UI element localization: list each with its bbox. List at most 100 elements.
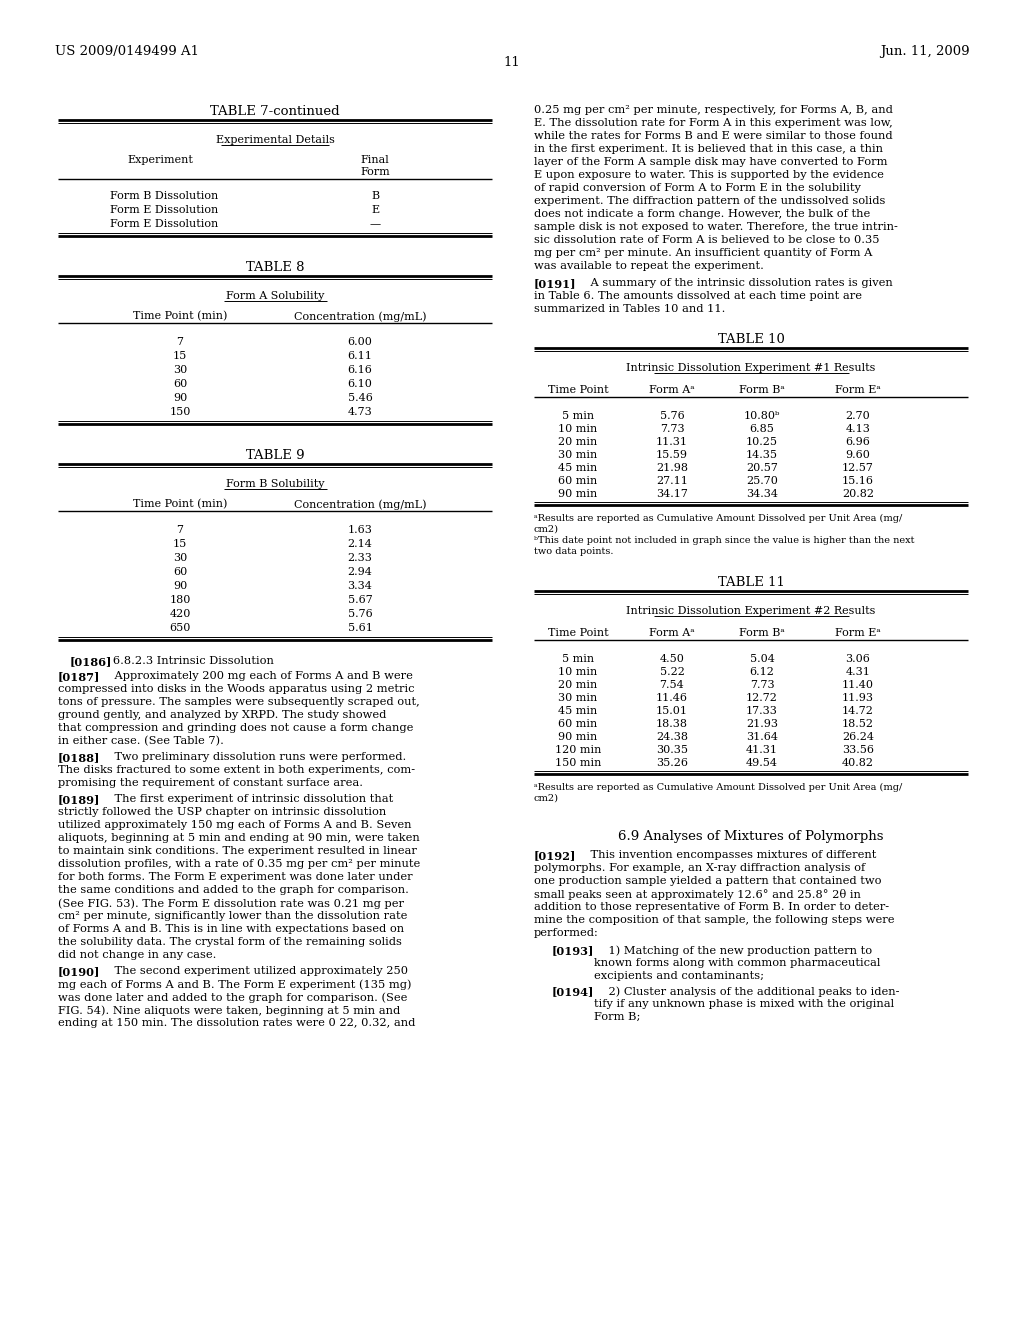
- Text: 5 min: 5 min: [562, 411, 594, 421]
- Text: 2) Cluster analysis of the additional peaks to iden-: 2) Cluster analysis of the additional pe…: [594, 986, 899, 997]
- Text: Form Aᵃ: Form Aᵃ: [649, 385, 695, 395]
- Text: 650: 650: [169, 623, 190, 634]
- Text: sample disk is not exposed to water. Therefore, the true intrin-: sample disk is not exposed to water. The…: [534, 222, 898, 232]
- Text: 5.61: 5.61: [347, 623, 373, 634]
- Text: Form A Solubility: Form A Solubility: [226, 290, 325, 301]
- Text: 420: 420: [169, 609, 190, 619]
- Text: Experimental Details: Experimental Details: [216, 135, 335, 145]
- Text: 6.12: 6.12: [750, 667, 774, 677]
- Text: 21.93: 21.93: [746, 719, 778, 729]
- Text: 60: 60: [173, 379, 187, 389]
- Text: Form Eᵃ: Form Eᵃ: [836, 628, 881, 638]
- Text: 6.8.2.3 Intrinsic Dissolution: 6.8.2.3 Intrinsic Dissolution: [101, 656, 273, 667]
- Text: 60 min: 60 min: [558, 719, 598, 729]
- Text: dissolution profiles, with a rate of 0.35 mg per cm² per minute: dissolution profiles, with a rate of 0.3…: [58, 859, 420, 869]
- Text: [0188]: [0188]: [58, 752, 100, 763]
- Text: does not indicate a form change. However, the bulk of the: does not indicate a form change. However…: [534, 209, 870, 219]
- Text: 30: 30: [173, 366, 187, 375]
- Text: 18.52: 18.52: [842, 719, 874, 729]
- Text: 26.24: 26.24: [842, 733, 874, 742]
- Text: 60: 60: [173, 568, 187, 577]
- Text: 49.54: 49.54: [746, 758, 778, 768]
- Text: 7.73: 7.73: [750, 680, 774, 690]
- Text: Form Aᵃ: Form Aᵃ: [649, 628, 695, 638]
- Text: Time Point: Time Point: [548, 385, 608, 395]
- Text: 150 min: 150 min: [555, 758, 601, 768]
- Text: 45 min: 45 min: [558, 706, 598, 715]
- Text: Form B Dissolution: Form B Dissolution: [110, 191, 218, 201]
- Text: Approximately 200 mg each of Forms A and B were: Approximately 200 mg each of Forms A and…: [100, 671, 413, 681]
- Text: TABLE 11: TABLE 11: [718, 576, 784, 589]
- Text: [0189]: [0189]: [58, 795, 100, 805]
- Text: This invention encompasses mixtures of different: This invention encompasses mixtures of d…: [575, 850, 877, 861]
- Text: E upon exposure to water. This is supported by the evidence: E upon exposure to water. This is suppor…: [534, 170, 884, 180]
- Text: 11.31: 11.31: [656, 437, 688, 447]
- Text: 7.73: 7.73: [659, 424, 684, 434]
- Text: 5.46: 5.46: [347, 393, 373, 403]
- Text: 4.50: 4.50: [659, 653, 684, 664]
- Text: TABLE 10: TABLE 10: [718, 333, 784, 346]
- Text: 11.93: 11.93: [842, 693, 874, 704]
- Text: Form E Dissolution: Form E Dissolution: [110, 219, 218, 228]
- Text: of rapid conversion of Form A to Form E in the solubility: of rapid conversion of Form A to Form E …: [534, 183, 861, 193]
- Text: 17.33: 17.33: [746, 706, 778, 715]
- Text: did not change in any case.: did not change in any case.: [58, 950, 216, 960]
- Text: tify if any unknown phase is mixed with the original: tify if any unknown phase is mixed with …: [594, 999, 894, 1008]
- Text: 12.72: 12.72: [746, 693, 778, 704]
- Text: cm² per minute, significantly lower than the dissolution rate: cm² per minute, significantly lower than…: [58, 911, 408, 921]
- Text: ᵃResults are reported as Cumulative Amount Dissolved per Unit Area (mg/: ᵃResults are reported as Cumulative Amou…: [534, 783, 902, 792]
- Text: Concentration (mg/mL): Concentration (mg/mL): [294, 312, 426, 322]
- Text: 15: 15: [173, 539, 187, 549]
- Text: 33.56: 33.56: [842, 744, 874, 755]
- Text: TABLE 8: TABLE 8: [246, 261, 304, 275]
- Text: mg per cm² per minute. An insufficient quantity of Form A: mg per cm² per minute. An insufficient q…: [534, 248, 872, 257]
- Text: layer of the Form A sample disk may have converted to Form: layer of the Form A sample disk may have…: [534, 157, 888, 168]
- Text: 1) Matching of the new production pattern to: 1) Matching of the new production patter…: [594, 945, 872, 956]
- Text: E. The dissolution rate for Form A in this experiment was low,: E. The dissolution rate for Form A in th…: [534, 117, 893, 128]
- Text: tons of pressure. The samples were subsequently scraped out,: tons of pressure. The samples were subse…: [58, 697, 420, 708]
- Text: 6.11: 6.11: [347, 351, 373, 360]
- Text: Form B Solubility: Form B Solubility: [225, 479, 325, 488]
- Text: cm2): cm2): [534, 525, 559, 535]
- Text: 41.31: 41.31: [746, 744, 778, 755]
- Text: 60 min: 60 min: [558, 477, 598, 486]
- Text: in Table 6. The amounts dissolved at each time point are: in Table 6. The amounts dissolved at eac…: [534, 290, 862, 301]
- Text: 21.98: 21.98: [656, 463, 688, 473]
- Text: ᵇThis date point not included in graph since the value is higher than the next: ᵇThis date point not included in graph s…: [534, 536, 914, 545]
- Text: 15.01: 15.01: [656, 706, 688, 715]
- Text: that compression and grinding does not cause a form change: that compression and grinding does not c…: [58, 723, 414, 733]
- Text: 35.26: 35.26: [656, 758, 688, 768]
- Text: while the rates for Forms B and E were similar to those found: while the rates for Forms B and E were s…: [534, 131, 893, 141]
- Text: The disks fractured to some extent in both experiments, com-: The disks fractured to some extent in bo…: [58, 766, 415, 775]
- Text: 6.9 Analyses of Mixtures of Polymorphs: 6.9 Analyses of Mixtures of Polymorphs: [618, 830, 884, 843]
- Text: 27.11: 27.11: [656, 477, 688, 486]
- Text: [0192]: [0192]: [534, 850, 577, 861]
- Text: 11.46: 11.46: [656, 693, 688, 704]
- Text: 4.13: 4.13: [846, 424, 870, 434]
- Text: 30 min: 30 min: [558, 450, 598, 459]
- Text: 20 min: 20 min: [558, 437, 598, 447]
- Text: B: B: [371, 191, 379, 201]
- Text: mg each of Forms A and B. The Form E experiment (135 mg): mg each of Forms A and B. The Form E exp…: [58, 979, 412, 990]
- Text: 30: 30: [173, 553, 187, 564]
- Text: to maintain sink conditions. The experiment resulted in linear: to maintain sink conditions. The experim…: [58, 846, 417, 855]
- Text: 7.54: 7.54: [659, 680, 684, 690]
- Text: Final: Final: [360, 154, 389, 165]
- Text: 6.00: 6.00: [347, 337, 373, 347]
- Text: 5.04: 5.04: [750, 653, 774, 664]
- Text: the same conditions and added to the graph for comparison.: the same conditions and added to the gra…: [58, 884, 409, 895]
- Text: 90 min: 90 min: [558, 488, 598, 499]
- Text: 31.64: 31.64: [746, 733, 778, 742]
- Text: 10 min: 10 min: [558, 424, 598, 434]
- Text: 90 min: 90 min: [558, 733, 598, 742]
- Text: 5 min: 5 min: [562, 653, 594, 664]
- Text: [0187]: [0187]: [58, 671, 100, 682]
- Text: 25.70: 25.70: [746, 477, 778, 486]
- Text: 7: 7: [176, 337, 183, 347]
- Text: 150: 150: [169, 407, 190, 417]
- Text: [0194]: [0194]: [552, 986, 594, 997]
- Text: 2.14: 2.14: [347, 539, 373, 549]
- Text: 3.34: 3.34: [347, 581, 373, 591]
- Text: 9.60: 9.60: [846, 450, 870, 459]
- Text: 34.34: 34.34: [746, 488, 778, 499]
